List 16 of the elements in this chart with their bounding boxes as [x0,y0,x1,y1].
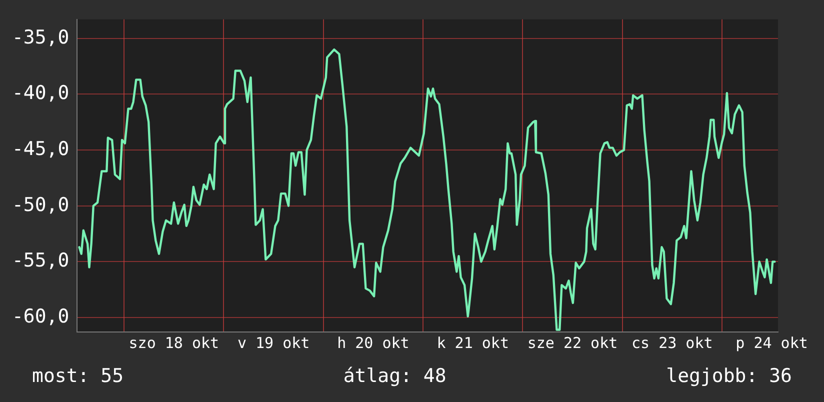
x-tick-label: k 21 okt [436,334,509,352]
x-tick-label: h 20 okt [337,334,410,352]
y-tick-label: -50,0 [12,194,70,216]
x-tick-label: sze 22 okt [527,334,618,352]
text: átlag: 48 [343,365,446,387]
text: legjobb: 36 [666,365,792,387]
y-tick-label: -45,0 [12,138,70,160]
x-tick-label: szo 18 okt [128,334,220,352]
y-tick-label: -60,0 [12,305,70,328]
text: most: 55 [32,365,124,387]
x-tick-label: v 19 okt [237,334,310,352]
y-tick-label: -40,0 [12,82,70,104]
y-tick-label: -55,0 [12,250,70,272]
x-tick-label: cs 23 okt [631,334,713,352]
y-tick-label: -35,0 [12,26,70,48]
x-tick-label: p 24 okt [736,334,808,352]
